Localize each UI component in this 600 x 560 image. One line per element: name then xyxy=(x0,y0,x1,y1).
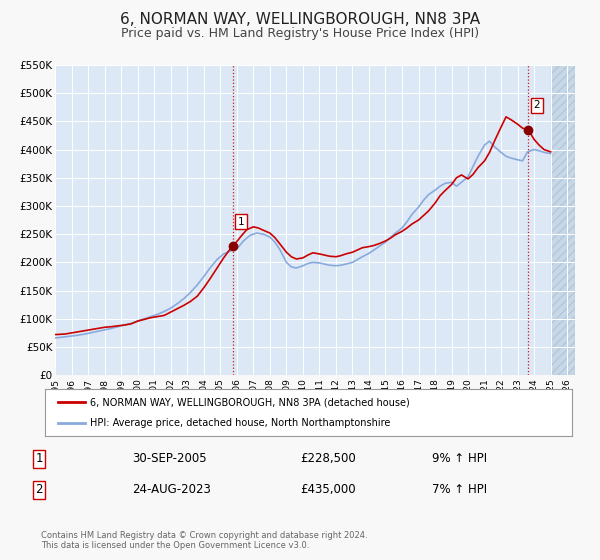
Text: HPI: Average price, detached house, North Northamptonshire: HPI: Average price, detached house, Nort… xyxy=(90,418,390,428)
Text: 2: 2 xyxy=(35,483,43,497)
Text: 1: 1 xyxy=(35,452,43,465)
Bar xyxy=(551,65,575,375)
Text: Contains HM Land Registry data © Crown copyright and database right 2024.
This d: Contains HM Land Registry data © Crown c… xyxy=(41,531,367,550)
Text: 2: 2 xyxy=(533,100,540,110)
Text: 6, NORMAN WAY, WELLINGBOROUGH, NN8 3PA (detached house): 6, NORMAN WAY, WELLINGBOROUGH, NN8 3PA (… xyxy=(90,397,410,407)
Text: Price paid vs. HM Land Registry's House Price Index (HPI): Price paid vs. HM Land Registry's House … xyxy=(121,27,479,40)
Text: 6, NORMAN WAY, WELLINGBOROUGH, NN8 3PA: 6, NORMAN WAY, WELLINGBOROUGH, NN8 3PA xyxy=(120,12,480,27)
Text: 7% ↑ HPI: 7% ↑ HPI xyxy=(432,483,487,497)
Text: 30-SEP-2005: 30-SEP-2005 xyxy=(132,452,206,465)
Text: 24-AUG-2023: 24-AUG-2023 xyxy=(132,483,211,497)
Text: 1: 1 xyxy=(238,217,244,227)
Text: 9% ↑ HPI: 9% ↑ HPI xyxy=(432,452,487,465)
Text: £435,000: £435,000 xyxy=(300,483,356,497)
Text: £228,500: £228,500 xyxy=(300,452,356,465)
